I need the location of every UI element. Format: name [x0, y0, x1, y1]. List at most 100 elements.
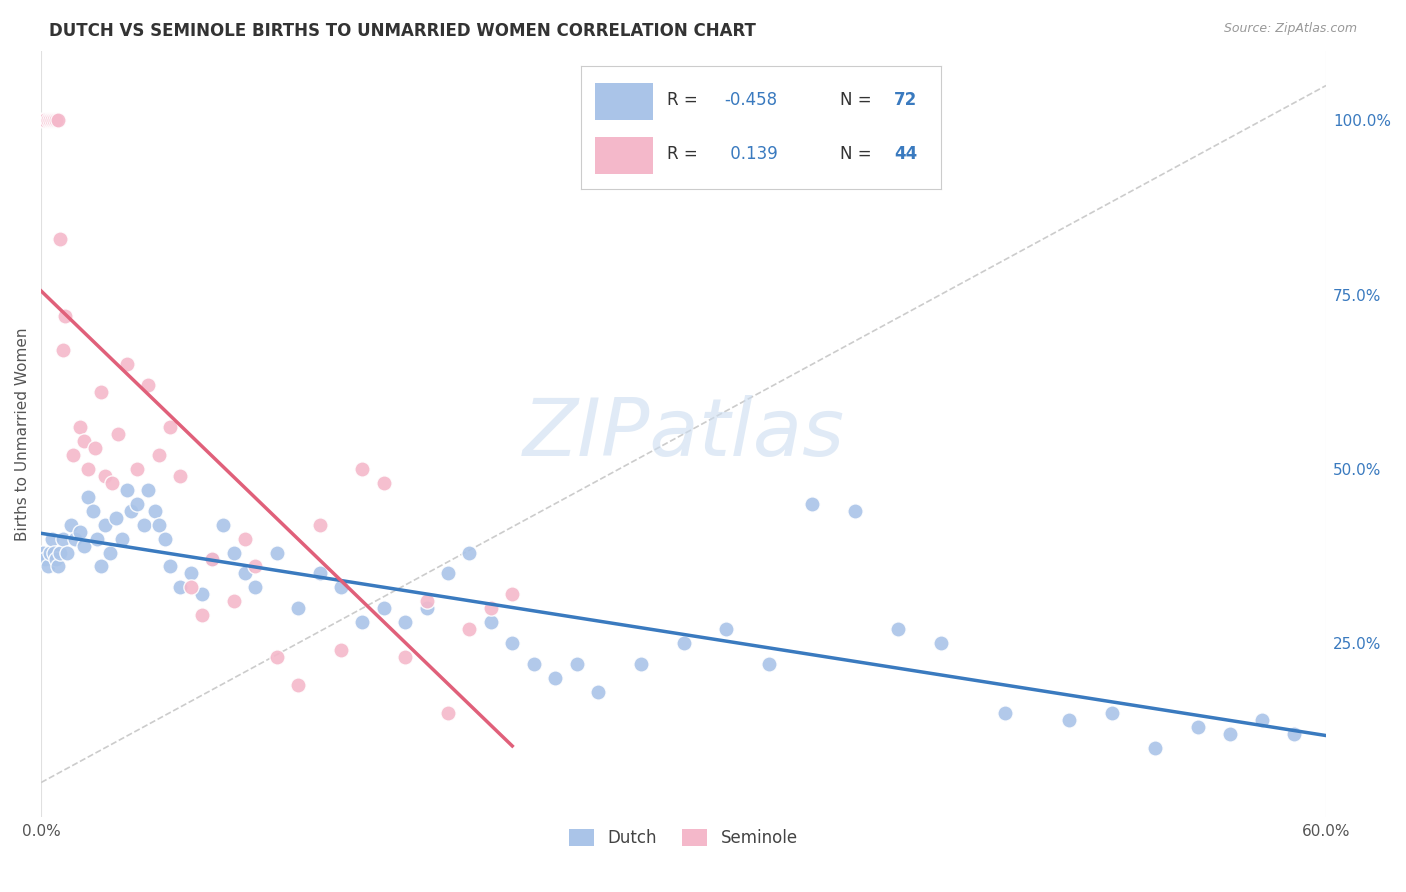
Point [56, 545, 79, 559]
Point [120, 504, 142, 518]
Point [60, 517, 83, 532]
Point [352, 462, 374, 476]
Point [42, 113, 65, 128]
Point [38, 113, 60, 128]
Point [148, 448, 170, 462]
Point [190, 587, 212, 601]
Point [90, 385, 112, 400]
Point [887, 622, 910, 636]
Point [222, 545, 245, 559]
Point [308, 517, 330, 532]
Point [37, 559, 59, 574]
Point [415, 601, 437, 615]
Point [233, 566, 256, 581]
Point [127, 462, 149, 476]
Point [46, 559, 69, 574]
Point [49, 232, 72, 246]
Point [32, 113, 55, 128]
Point [352, 615, 374, 630]
Point [45, 113, 67, 128]
Point [34, 552, 56, 566]
Point [83, 441, 105, 455]
Point [844, 504, 866, 518]
Point [45, 552, 67, 566]
Text: DUTCH VS SEMINOLE BIRTHS TO UNMARRIED WOMEN CORRELATION CHART: DUTCH VS SEMINOLE BIRTHS TO UNMARRIED WO… [49, 22, 756, 40]
Point [287, 601, 309, 615]
Point [523, 657, 546, 671]
Point [73, 539, 96, 553]
Point [82, 504, 104, 518]
Point [69, 524, 91, 539]
Y-axis label: Births to Unmarried Women: Births to Unmarried Women [15, 327, 30, 541]
Point [38, 545, 60, 559]
Point [62, 448, 84, 462]
Point [929, 636, 952, 650]
Point [94, 468, 117, 483]
Point [107, 427, 129, 442]
Point [94, 517, 117, 532]
Text: ZIPatlas: ZIPatlas [523, 395, 845, 473]
Point [1057, 713, 1080, 727]
Point [101, 475, 124, 490]
Point [73, 434, 96, 448]
Point [41, 532, 63, 546]
Point [180, 566, 202, 581]
Point [159, 420, 181, 434]
Point [69, 420, 91, 434]
Point [1101, 706, 1123, 720]
Point [136, 483, 159, 497]
Point [544, 671, 567, 685]
Point [308, 566, 330, 581]
Point [90, 559, 112, 574]
Point [373, 601, 395, 615]
Point [1219, 727, 1241, 741]
Point [136, 378, 159, 392]
Point [111, 532, 134, 546]
Point [266, 650, 288, 665]
Point [42, 545, 65, 559]
Point [46, 113, 69, 128]
Point [672, 636, 695, 650]
Point [49, 545, 72, 559]
Point [287, 678, 309, 692]
Point [127, 497, 149, 511]
Point [458, 545, 481, 559]
Point [222, 594, 245, 608]
Point [169, 468, 191, 483]
Point [565, 657, 588, 671]
Point [373, 475, 395, 490]
Point [51, 532, 73, 546]
Point [479, 601, 502, 615]
Point [458, 622, 481, 636]
Point [394, 650, 416, 665]
Point [37, 113, 59, 128]
Point [394, 615, 416, 630]
Point [105, 510, 128, 524]
Point [51, 343, 73, 358]
Point [86, 532, 108, 546]
Point [180, 580, 202, 594]
Point [53, 309, 76, 323]
Point [245, 559, 267, 574]
Point [1282, 727, 1305, 741]
Point [758, 657, 780, 671]
Point [65, 532, 87, 546]
Point [41, 113, 63, 128]
Point [155, 532, 177, 546]
Point [201, 552, 224, 566]
Point [1250, 713, 1272, 727]
Point [1143, 740, 1166, 755]
Point [266, 545, 288, 559]
Point [437, 566, 460, 581]
Point [586, 685, 609, 699]
Point [132, 517, 155, 532]
Point [329, 580, 352, 594]
Text: Source: ZipAtlas.com: Source: ZipAtlas.com [1223, 22, 1357, 36]
Point [32, 545, 55, 559]
Point [159, 559, 181, 574]
Point [115, 483, 138, 497]
Point [479, 615, 502, 630]
Point [415, 594, 437, 608]
Point [190, 608, 212, 623]
Point [501, 636, 523, 650]
